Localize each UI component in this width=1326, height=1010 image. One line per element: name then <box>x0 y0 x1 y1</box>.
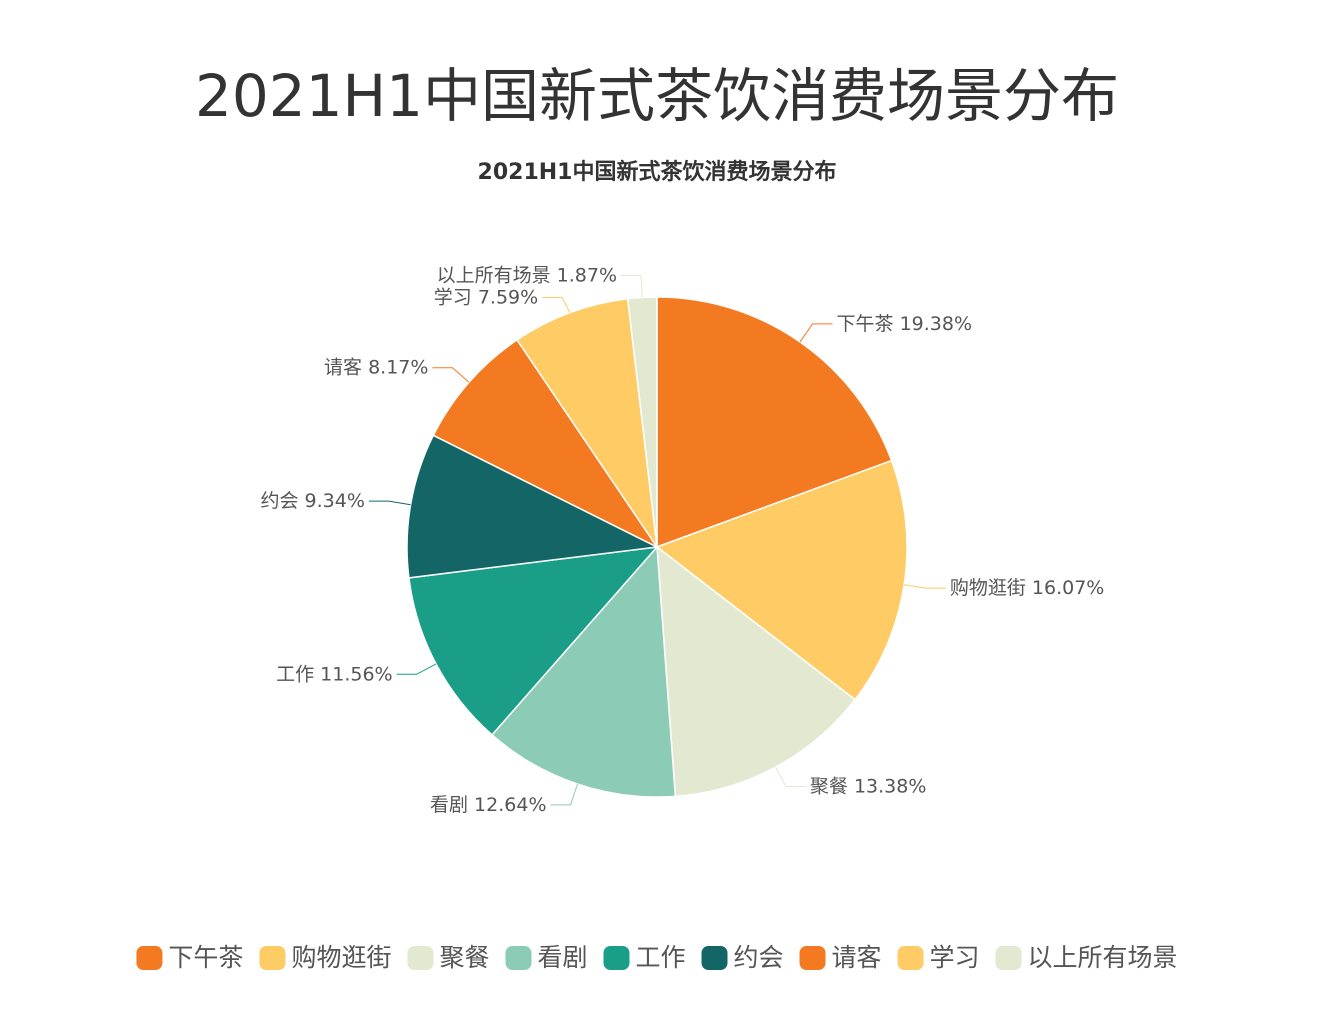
label-category: 学习 <box>434 286 478 308</box>
legend-label: 以上所有场景 <box>1028 943 1178 972</box>
leader-line <box>432 367 470 383</box>
label-category: 以上所有场景 <box>437 264 557 286</box>
legend-swatch <box>259 946 286 970</box>
legend-label: 约会 <box>734 943 784 972</box>
legend-label: 请客 <box>832 943 882 972</box>
data-label: 请客 8.17% <box>324 356 428 378</box>
leader-line <box>621 274 643 298</box>
data-label: 看剧 12.64% <box>430 793 547 815</box>
pie-slice <box>408 546 659 736</box>
legend: 下午茶 购物逛街 聚餐 看剧 工作 约会 请客 学习 以上所有场景 <box>136 943 1178 972</box>
label-category: 下午茶 <box>837 312 900 334</box>
label-value: 8.17% <box>368 356 428 378</box>
label-value: 1.87% <box>557 264 617 286</box>
legend-swatch <box>136 946 163 970</box>
legend-label: 聚餐 <box>439 943 489 972</box>
pie-slice <box>656 545 857 798</box>
label-value: 13.38% <box>854 775 926 797</box>
data-label: 学习 7.59% <box>434 286 538 308</box>
legend-swatch <box>701 946 728 970</box>
label-value: 11.56% <box>320 663 392 685</box>
legend-label: 看剧 <box>537 943 587 972</box>
data-label: 聚餐 13.38% <box>810 775 927 797</box>
label-value: 7.59% <box>478 286 538 308</box>
pie-slice <box>626 296 658 548</box>
label-category: 购物逛街 <box>950 577 1032 599</box>
pie-slice <box>406 434 660 579</box>
chart-title: 2021H1中国新式茶饮消费场景分布 <box>478 159 837 185</box>
label-category: 看剧 <box>430 793 474 815</box>
legend-swatch <box>799 946 826 970</box>
leader-line <box>368 500 411 506</box>
data-label: 工作 11.56% <box>276 663 393 685</box>
label-category: 工作 <box>276 663 320 685</box>
data-label: 购物逛街 16.07% <box>950 577 1105 599</box>
leader-line <box>542 296 571 313</box>
label-category: 约会 <box>260 490 304 512</box>
leader-line <box>550 783 578 806</box>
leader-line <box>775 766 806 787</box>
pie-slice <box>655 459 908 701</box>
legend-swatch <box>897 946 924 970</box>
label-category: 请客 <box>324 356 368 378</box>
data-label: 以上所有场景 1.87% <box>437 264 617 286</box>
data-label: 约会 9.34% <box>260 490 364 512</box>
legend-swatch <box>407 946 434 970</box>
legend-label: 学习 <box>930 943 980 972</box>
label-value: 16.07% <box>1032 577 1104 599</box>
label-value: 12.64% <box>474 793 546 815</box>
legend-label: 下午茶 <box>168 943 243 972</box>
data-label: 下午茶 19.38% <box>837 312 973 334</box>
legend-swatch <box>603 946 630 970</box>
label-value: 9.34% <box>305 490 365 512</box>
leader-line <box>904 584 946 589</box>
label-value: 19.38% <box>900 312 972 334</box>
leader-line <box>396 663 437 675</box>
leader-line <box>799 323 833 343</box>
legend-swatch <box>995 946 1022 970</box>
legend-label: 购物逛街 <box>291 943 391 972</box>
label-category: 聚餐 <box>810 775 854 797</box>
legend-swatch <box>505 946 532 970</box>
legend-label: 工作 <box>635 943 685 972</box>
page-heading: 2021H1中国新式茶饮消费场景分布 <box>195 62 1119 130</box>
